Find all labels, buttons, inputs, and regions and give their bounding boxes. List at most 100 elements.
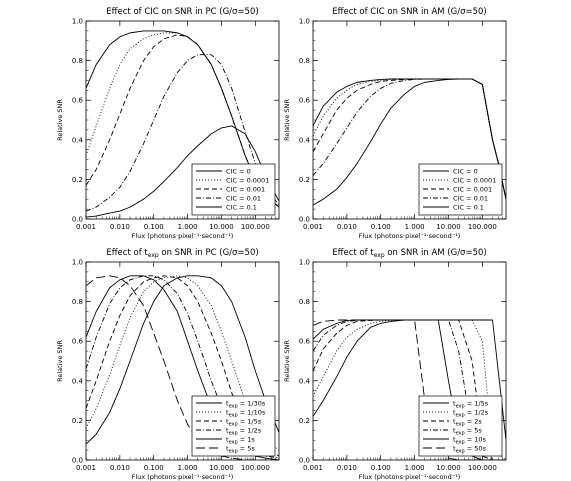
y-tick-label: 0.8	[299, 298, 310, 306]
legend-label: CIC = 0.0001	[453, 177, 496, 185]
chart-title: Effect of CIC on SNR in PC (G/σ=50)	[106, 7, 258, 17]
series-line-5	[313, 78, 506, 206]
x-tick-label: 0.001	[76, 223, 96, 231]
y-axis-label: Relative SNR	[56, 340, 64, 382]
x-axis-label: Flux (photons·pixel⁻¹·second⁻¹)	[359, 232, 461, 240]
legend-label: texp = 10s	[453, 436, 487, 446]
x-axis-label: Flux (photons·pixel⁻¹·second⁻¹)	[132, 473, 234, 481]
legend-label: CIC = 0.01	[453, 195, 488, 203]
chart-panel-4: Effect of texp on SNR in AM (G/σ=50)0.00…	[283, 248, 507, 481]
chart-title: Effect of texp on SNR in AM (G/σ=50)	[332, 248, 486, 259]
series-line-2	[313, 78, 506, 200]
chart-panel-2: Effect of CIC on SNR in AM (G/σ=50)0.00.…	[283, 7, 507, 240]
y-tick-label: 0.8	[299, 57, 310, 65]
x-tick-label: 0.001	[303, 464, 323, 472]
y-tick-label: 1.0	[299, 18, 310, 26]
y-tick-label: 1.0	[72, 18, 83, 26]
y-tick-label: 0.8	[72, 57, 83, 65]
legend-label: CIC = 0	[226, 168, 251, 176]
x-tick-label: 100.000	[468, 223, 497, 231]
y-axis-label: Relative SNR	[283, 340, 291, 382]
x-axis-label: Flux (photons·pixel⁻¹·second⁻¹)	[132, 232, 234, 240]
legend-label: texp = 1/5s	[453, 400, 489, 410]
y-tick-label: 0.4	[72, 136, 84, 144]
x-tick-label: 1.000	[405, 464, 425, 472]
x-tick-label: 10.000	[436, 223, 461, 231]
x-tick-label: 10.000	[209, 223, 234, 231]
legend-label: texp = 1/2s	[226, 427, 262, 437]
y-tick-label: 0.0	[72, 457, 83, 465]
legend-label: texp = 1s	[226, 436, 255, 446]
y-tick-label: 0.2	[299, 176, 310, 184]
legend-box	[191, 395, 276, 457]
y-tick-label: 1.0	[72, 259, 83, 267]
x-tick-label: 0.010	[110, 464, 130, 472]
y-tick-label: 0.6	[299, 338, 311, 346]
legend-label: texp = 1/5s	[226, 418, 262, 428]
legend-label: CIC = 0.001	[226, 186, 265, 194]
legend-box	[418, 163, 503, 216]
x-tick-label: 100.000	[241, 223, 270, 231]
legend-label: CIC = 0	[453, 168, 478, 176]
legend-label: CIC = 0.01	[226, 195, 261, 203]
legend-label: texp = 5s	[453, 427, 482, 437]
x-tick-label: 0.010	[337, 223, 357, 231]
y-tick-label: 0.4	[299, 136, 311, 144]
y-tick-label: 0.0	[299, 216, 310, 224]
x-tick-label: 0.100	[371, 223, 391, 231]
series-line-5	[86, 125, 279, 218]
y-tick-label: 0.0	[299, 457, 310, 465]
x-tick-label: 1.000	[178, 464, 198, 472]
y-tick-label: 0.2	[299, 417, 310, 425]
x-axis-label: Flux (photons·pixel⁻¹·second⁻¹)	[359, 473, 461, 481]
x-tick-label: 1.000	[405, 223, 425, 231]
legend-label: CIC = 0.001	[453, 186, 492, 194]
legend-label: texp = 1/10s	[226, 409, 266, 419]
y-tick-label: 0.0	[72, 216, 83, 224]
legend-label: texp = 5s	[226, 445, 255, 455]
legend-label: texp = 1/30s	[226, 400, 266, 410]
y-tick-label: 1.0	[299, 259, 310, 267]
x-tick-label: 0.100	[144, 223, 164, 231]
y-axis-label: Relative SNR	[283, 99, 291, 141]
series-line-6	[313, 319, 506, 460]
x-tick-label: 10.000	[209, 464, 234, 472]
chart-panel-3: Effect of texp on SNR in PC (G/σ=50)0.00…	[56, 248, 280, 481]
x-tick-label: 0.001	[303, 223, 323, 231]
series-line-6	[86, 275, 279, 460]
chart-title: Effect of CIC on SNR in AM (G/σ=50)	[332, 7, 487, 17]
y-tick-label: 0.6	[299, 97, 311, 105]
x-tick-label: 0.010	[337, 464, 357, 472]
x-tick-label: 0.100	[371, 464, 391, 472]
y-tick-label: 0.6	[72, 97, 84, 105]
legend-label: texp = 50s	[453, 445, 487, 455]
legend-label: texp = 1/2s	[453, 409, 489, 419]
y-tick-label: 0.2	[72, 176, 83, 184]
x-tick-label: 1.000	[178, 223, 198, 231]
x-tick-label: 0.001	[76, 464, 96, 472]
y-tick-label: 0.4	[72, 377, 84, 385]
x-tick-label: 0.100	[144, 464, 164, 472]
legend-box	[191, 163, 276, 216]
y-tick-label: 0.2	[72, 417, 83, 425]
y-axis-label: Relative SNR	[56, 99, 64, 141]
series-line-3	[86, 34, 279, 208]
x-tick-label: 10.000	[436, 464, 461, 472]
y-tick-label: 0.4	[299, 377, 311, 385]
legend-label: CIC = 0.1	[226, 204, 257, 212]
x-tick-label: 100.000	[468, 464, 497, 472]
legend-label: CIC = 0.1	[453, 204, 484, 212]
chart-panel-1: Effect of CIC on SNR in PC (G/σ=50)0.00.…	[56, 7, 280, 240]
y-tick-label: 0.6	[72, 338, 84, 346]
chart-title: Effect of texp on SNR in PC (G/σ=50)	[106, 248, 258, 259]
x-tick-label: 0.010	[110, 223, 130, 231]
legend-box	[418, 395, 503, 457]
legend-label: texp = 2s	[453, 418, 482, 428]
x-tick-label: 100.000	[241, 464, 270, 472]
y-tick-label: 0.8	[72, 298, 83, 306]
